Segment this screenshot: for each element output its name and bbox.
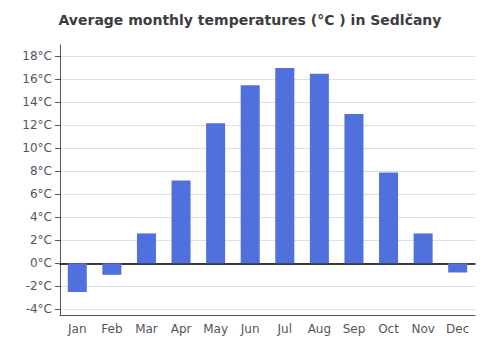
svg-text:Sep: Sep xyxy=(343,322,366,336)
svg-text:Jul: Jul xyxy=(277,322,292,336)
svg-text:Jan: Jan xyxy=(67,322,87,336)
svg-text:2°C: 2°C xyxy=(30,233,52,247)
svg-text:May: May xyxy=(203,322,228,336)
svg-text:Aug: Aug xyxy=(308,322,331,336)
svg-text:Feb: Feb xyxy=(101,322,122,336)
svg-text:Dec: Dec xyxy=(446,322,469,336)
svg-text:6°C: 6°C xyxy=(30,187,52,201)
svg-text:Jun: Jun xyxy=(240,322,260,336)
svg-text:-4°C: -4°C xyxy=(26,302,52,316)
svg-text:16°C: 16°C xyxy=(22,72,52,86)
svg-text:18°C: 18°C xyxy=(22,49,52,63)
svg-text:14°C: 14°C xyxy=(22,95,52,109)
svg-text:10°C: 10°C xyxy=(22,141,52,155)
svg-text:8°C: 8°C xyxy=(30,164,52,178)
svg-text:0°C: 0°C xyxy=(30,256,52,270)
svg-text:-2°C: -2°C xyxy=(26,279,52,293)
svg-text:Oct: Oct xyxy=(378,322,399,336)
svg-text:Average monthly temperatures (: Average monthly temperatures (°C ) in Se… xyxy=(59,12,442,28)
svg-text:Nov: Nov xyxy=(411,322,434,336)
svg-text:4°C: 4°C xyxy=(30,210,52,224)
svg-text:Mar: Mar xyxy=(135,322,158,336)
svg-text:Apr: Apr xyxy=(171,322,192,336)
svg-text:12°C: 12°C xyxy=(22,118,52,132)
